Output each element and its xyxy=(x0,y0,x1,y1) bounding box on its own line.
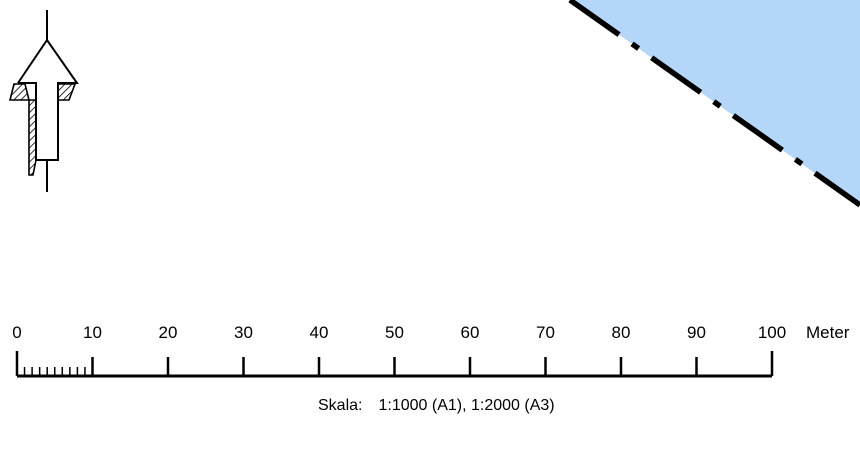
scale-bar-tick-label: 90 xyxy=(687,323,706,342)
water-boundary-line xyxy=(568,0,860,208)
scale-bar-tick-label: 70 xyxy=(536,323,555,342)
scale-bar-tick-label: 100 xyxy=(757,323,787,342)
scale-bar-tick-label: 40 xyxy=(309,323,329,342)
scale-bar-tick-label: 10 xyxy=(83,323,102,342)
scale-caption-prefix: Skala: xyxy=(318,397,363,414)
scale-caption-value-1: 1:1000 xyxy=(378,397,428,414)
scale-bar xyxy=(15,351,774,378)
scale-bar-tick-label: 60 xyxy=(460,323,480,342)
scale-bar-tick-label: 30 xyxy=(234,323,253,342)
scale-caption-value-2: 1:2000 xyxy=(470,397,520,414)
scale-bar-tick-label: 0 xyxy=(12,323,22,342)
north-arrow-icon xyxy=(8,10,79,192)
scale-caption: Skala: 1:1000 (A1), 1:2000 (A3) xyxy=(318,396,555,416)
scale-caption-paper-2: (A3) xyxy=(524,397,555,414)
scale-bar-tick-label: 20 xyxy=(158,323,178,342)
scale-bar-tick-label: 80 xyxy=(611,323,631,342)
scale-caption-paper-1: (A1), xyxy=(431,397,467,414)
scale-bar-unit-label: Meter xyxy=(806,323,850,342)
scale-bar-tick-label: 50 xyxy=(385,323,404,342)
